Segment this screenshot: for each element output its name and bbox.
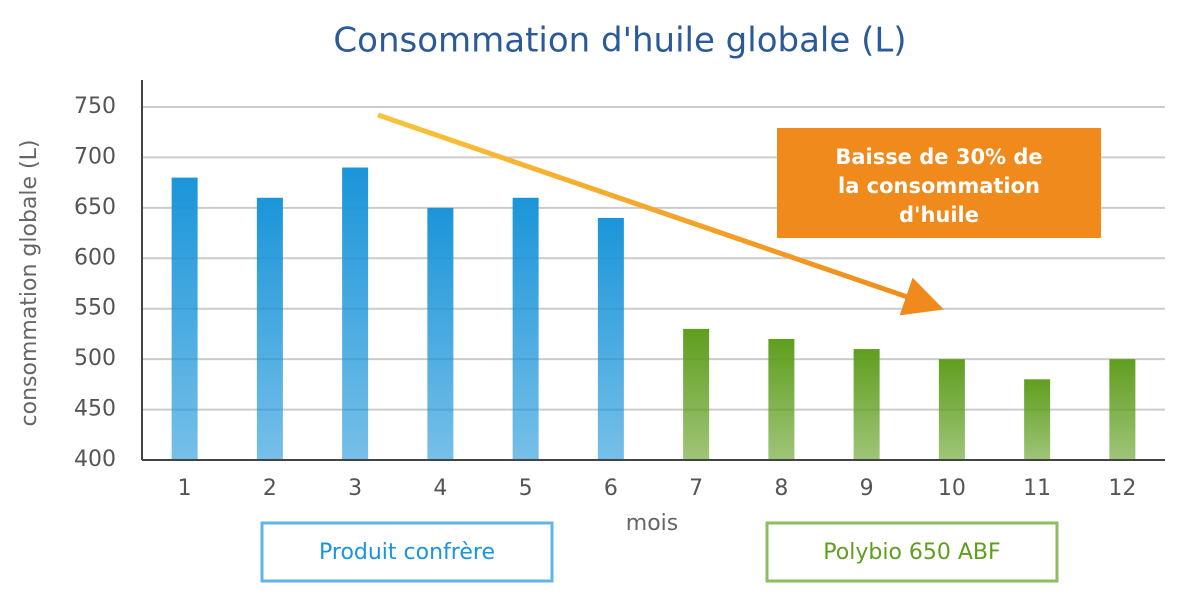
legend-box xyxy=(765,521,1059,583)
x-tick-label: 4 xyxy=(433,476,447,501)
x-tick-label: 11 xyxy=(1023,476,1051,501)
x-tick-label: 5 xyxy=(519,476,533,501)
bar xyxy=(683,328,710,460)
x-tick-label: 9 xyxy=(860,476,874,501)
annotation-line: Baisse de 30% de xyxy=(835,145,1042,169)
y-tick-label: 400 xyxy=(74,447,116,472)
chart-title: Consommation d'huile globale (L) xyxy=(333,21,906,61)
x-tick-label: 3 xyxy=(348,476,362,501)
trend-arrow xyxy=(377,112,944,316)
x-tick-label: 2 xyxy=(263,476,277,501)
bar xyxy=(853,349,880,460)
y-tick-label: 550 xyxy=(74,296,116,321)
x-tick-label: 7 xyxy=(689,476,703,501)
x-axis-label: mois xyxy=(626,511,678,536)
legend-label: Polybio 650 ABF xyxy=(823,540,1000,565)
bar xyxy=(256,197,283,460)
y-tick-label: 500 xyxy=(74,346,116,371)
bar xyxy=(597,217,624,460)
bar xyxy=(512,197,539,460)
y-tick-label: 650 xyxy=(74,195,116,220)
y-axis-label: consommation globale (L) xyxy=(17,140,42,427)
x-tick-label: 12 xyxy=(1108,476,1136,501)
y-tick-label: 450 xyxy=(74,397,116,422)
y-tick-label: 750 xyxy=(74,94,116,119)
annotation-box xyxy=(777,128,1101,238)
bars xyxy=(171,167,1136,460)
legend: Produit confrère Polybio 650 ABF xyxy=(260,521,1059,583)
bar xyxy=(171,177,198,460)
annotation-line: la consommation xyxy=(838,174,1040,198)
x-tick-label: 1 xyxy=(178,476,192,501)
bar xyxy=(1109,359,1136,460)
x-tick-label: 10 xyxy=(938,476,966,501)
x-tick-label: 8 xyxy=(774,476,788,501)
bar xyxy=(427,207,454,460)
legend-label: Produit confrère xyxy=(319,540,495,565)
y-tick-label: 600 xyxy=(74,245,116,270)
bar xyxy=(938,359,965,460)
x-tick-label: 6 xyxy=(604,476,618,501)
bar xyxy=(768,338,795,460)
legend-box xyxy=(260,521,554,583)
annotation-line: d'huile xyxy=(899,203,979,227)
y-tick-label: 700 xyxy=(74,144,116,169)
bar xyxy=(342,167,369,460)
bar xyxy=(1024,379,1051,460)
